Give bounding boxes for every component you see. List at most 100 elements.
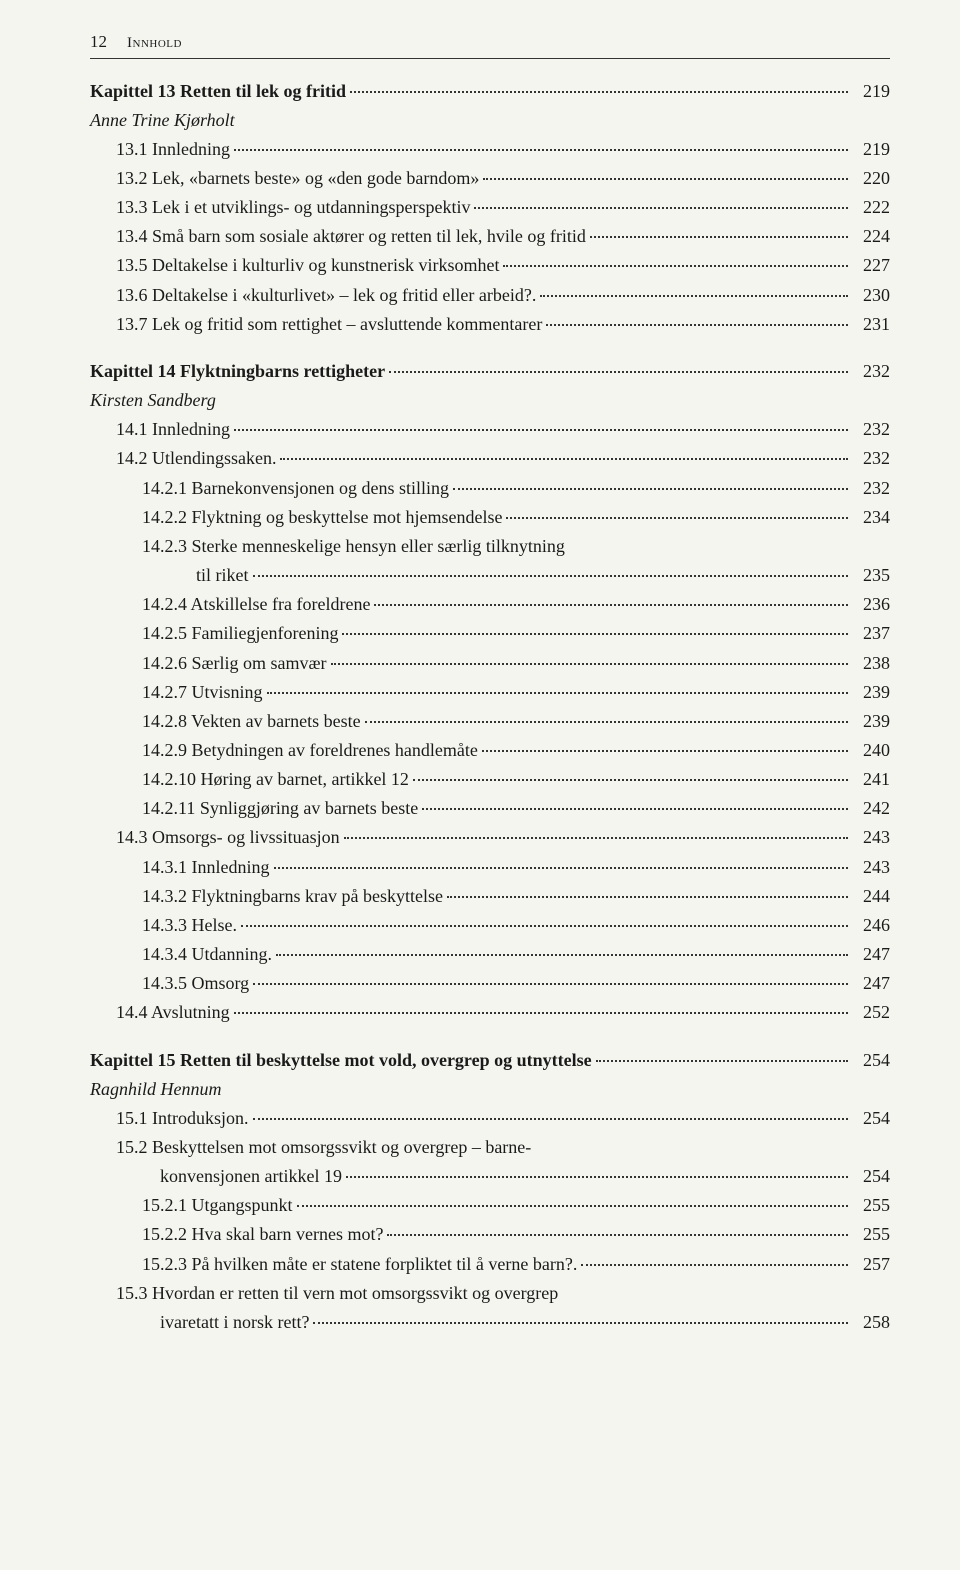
toc-entry-page: 241 (852, 765, 890, 794)
toc-entry-text: Ragnhild Hennum (90, 1075, 221, 1104)
toc-leader-dots (422, 808, 848, 810)
toc-entry: 14.2.8 Vekten av barnets beste 239 (90, 707, 890, 736)
toc-leader-dots (253, 575, 849, 577)
toc-entry-text: 14.3.4 Utdanning. (142, 940, 272, 969)
toc-entry: ivaretatt i norsk rett?258 (90, 1308, 890, 1337)
toc-entry: 14.2 Utlendingssaken. 232 (90, 444, 890, 473)
toc-entry-text: 14.2.11 Synliggjøring av barnets beste (142, 794, 418, 823)
toc-entry: 14.3 Omsorgs- og livssituasjon 243 (90, 823, 890, 852)
toc-leader-dots (313, 1322, 848, 1324)
toc-entry-text: 13.4 Små barn som sosiale aktører og ret… (116, 222, 586, 251)
toc-entry: 15.2 Beskyttelsen mot omsorgssvikt og ov… (90, 1133, 890, 1162)
toc-entry: 13.5 Deltakelse i kulturliv og kunstneri… (90, 251, 890, 280)
toc-leader-dots (344, 837, 848, 839)
toc-entry: til riket235 (90, 561, 890, 590)
toc-leader-dots (374, 604, 848, 606)
toc-entry: Kapittel 15 Retten til beskyttelse mot v… (90, 1046, 890, 1075)
toc-entry: 15.1 Introduksjon. 254 (90, 1104, 890, 1133)
toc-entry-text: 14.2.5 Familiegjenforening (142, 619, 338, 648)
toc-entry-page: 252 (852, 998, 890, 1027)
toc-entry-text: 14.2.9 Betydningen av foreldrenes handle… (142, 736, 478, 765)
toc-entry-page: 243 (852, 823, 890, 852)
toc-entry: 15.2.1 Utgangspunkt255 (90, 1191, 890, 1220)
toc-entry-page: 257 (852, 1250, 890, 1279)
toc-entry-page: 232 (852, 415, 890, 444)
toc-entry-text: 13.6 Deltakelse i «kulturlivet» – lek og… (116, 281, 536, 310)
toc-entry: 13.6 Deltakelse i «kulturlivet» – lek og… (90, 281, 890, 310)
toc-entry: 14.3.5 Omsorg 247 (90, 969, 890, 998)
toc-leader-dots (253, 1118, 849, 1120)
toc-entry: 13.7 Lek og fritid som rettighet – avslu… (90, 310, 890, 339)
toc-entry-text: 14.2.1 Barnekonvensjonen og dens stillin… (142, 474, 449, 503)
toc-entry: Ragnhild Hennum (90, 1075, 890, 1104)
toc-entry: 15.2.3 På hvilken måte er statene forpli… (90, 1250, 890, 1279)
toc-entry-page: 224 (852, 222, 890, 251)
toc-entry-text: 15.2.2 Hva skal barn vernes mot? (142, 1220, 383, 1249)
toc-entry: 14.2.10 Høring av barnet, artikkel 12 241 (90, 765, 890, 794)
toc-entry-text: 14.2.10 Høring av barnet, artikkel 12 (142, 765, 409, 794)
toc-entry: 13.4 Små barn som sosiale aktører og ret… (90, 222, 890, 251)
toc-entry: 14.1 Innledning 232 (90, 415, 890, 444)
toc-entry-text: Kapittel 14 Flyktningbarns rettigheter (90, 357, 385, 386)
toc-entry: 13.1 Innledning219 (90, 135, 890, 164)
toc-entry: 14.4 Avslutning 252 (90, 998, 890, 1027)
toc-entry-text: Kapittel 15 Retten til beskyttelse mot v… (90, 1046, 592, 1075)
toc-entry: 14.2.11 Synliggjøring av barnets beste24… (90, 794, 890, 823)
table-of-contents: Kapittel 13 Retten til lek og fritid219A… (90, 77, 890, 1338)
toc-entry: 14.3.2 Flyktningbarns krav på beskyttels… (90, 882, 890, 911)
toc-entry-text: 14.2.7 Utvisning (142, 678, 263, 707)
toc-leader-dots (581, 1264, 848, 1266)
toc-leader-dots (350, 91, 848, 93)
toc-entry: Kirsten Sandberg (90, 386, 890, 415)
toc-entry-page: 247 (852, 969, 890, 998)
toc-entry-page: 254 (852, 1162, 890, 1191)
toc-entry: 14.3.3 Helse.246 (90, 911, 890, 940)
toc-entry: 14.2.1 Barnekonvensjonen og dens stillin… (90, 474, 890, 503)
toc-leader-dots (274, 867, 849, 869)
toc-entry-page: 255 (852, 1191, 890, 1220)
toc-entry-text: 14.3.3 Helse. (142, 911, 237, 940)
spacer (90, 339, 890, 357)
toc-entry-page: 235 (852, 561, 890, 590)
toc-entry-text: 14.3.5 Omsorg (142, 969, 249, 998)
toc-entry: 13.3 Lek i et utviklings- og utdanningsp… (90, 193, 890, 222)
toc-entry: Anne Trine Kjørholt (90, 106, 890, 135)
toc-entry-page: 219 (852, 135, 890, 164)
toc-entry-text: 14.2.3 Sterke menneskelige hensyn eller … (142, 532, 565, 561)
toc-entry-text: 14.2 Utlendingssaken. (116, 444, 276, 473)
toc-entry-page: 239 (852, 707, 890, 736)
toc-leader-dots (234, 149, 848, 151)
toc-entry-page: 231 (852, 310, 890, 339)
toc-entry-text: 14.4 Avslutning (116, 998, 230, 1027)
toc-entry-text: 14.2.6 Særlig om samvær (142, 649, 327, 678)
toc-entry-page: 243 (852, 853, 890, 882)
toc-entry-text: 14.3.2 Flyktningbarns krav på beskyttels… (142, 882, 443, 911)
running-header: 12 Innhold (90, 28, 890, 59)
toc-entry-page: 227 (852, 251, 890, 280)
toc-entry: 14.3.4 Utdanning.247 (90, 940, 890, 969)
toc-entry: 14.2.4 Atskillelse fra foreldrene236 (90, 590, 890, 619)
toc-entry-text: konvensjonen artikkel 19 (160, 1162, 342, 1191)
toc-entry-text: 14.2.8 Vekten av barnets beste (142, 707, 361, 736)
toc-entry: Kapittel 13 Retten til lek og fritid219 (90, 77, 890, 106)
toc-leader-dots (276, 954, 848, 956)
toc-leader-dots (280, 458, 848, 460)
toc-entry-page: 254 (852, 1104, 890, 1133)
toc-entry: 14.2.9 Betydningen av foreldrenes handle… (90, 736, 890, 765)
toc-entry-text: 14.3 Omsorgs- og livssituasjon (116, 823, 340, 852)
toc-entry-text: 15.1 Introduksjon. (116, 1104, 249, 1133)
toc-entry-text: Kapittel 13 Retten til lek og fritid (90, 77, 346, 106)
toc-leader-dots (413, 779, 848, 781)
toc-leader-dots (483, 178, 848, 180)
toc-entry: 14.2.3 Sterke menneskelige hensyn eller … (90, 532, 890, 561)
toc-entry-page: 232 (852, 357, 890, 386)
toc-entry-text: 15.2 Beskyttelsen mot omsorgssvikt og ov… (116, 1133, 531, 1162)
toc-leader-dots (596, 1060, 848, 1062)
toc-entry-text: 14.1 Innledning (116, 415, 230, 444)
toc-leader-dots (540, 295, 848, 297)
running-title: Innhold (127, 31, 182, 55)
toc-leader-dots (253, 983, 848, 985)
toc-leader-dots (453, 488, 848, 490)
toc-entry-page: 236 (852, 590, 890, 619)
toc-entry-page: 232 (852, 444, 890, 473)
